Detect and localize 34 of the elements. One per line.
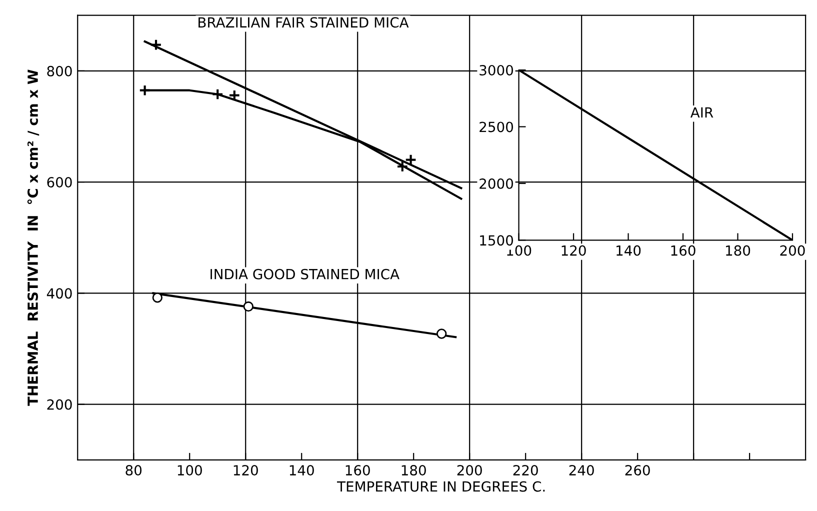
point: [212, 88, 224, 100]
text: BRAZILIAN FAIR STAINED MICA: [198, 17, 409, 28]
point: [243, 301, 254, 312]
x-tick-label: 200: [780, 245, 805, 256]
x-tick-label: 140: [616, 245, 641, 256]
y-tick-label: 1500: [480, 235, 514, 246]
x-tick-label: 240: [569, 465, 594, 476]
x-tick-label: 160: [346, 465, 370, 476]
y-tick-label: 400: [46, 288, 72, 299]
x-tick-label: 180: [726, 245, 750, 256]
x-tick-label: 180: [402, 465, 426, 476]
x-tick-label: 100: [178, 465, 202, 476]
y-tick-label: 600: [47, 177, 72, 188]
x-tick-label: 220: [513, 465, 538, 476]
x-tick-label: 200: [457, 465, 482, 476]
y-tick-label: 200: [47, 399, 72, 410]
series-label: INDIA GOOD STAINED MICA: [210, 268, 400, 280]
x-axis-title: TEMPERATURE IN DEGREES C.: [337, 481, 545, 492]
x-tick-label: 140: [290, 465, 314, 476]
x-tick-label: 160: [671, 245, 696, 256]
point: [150, 38, 162, 51]
y-tick-label: 2500: [480, 122, 514, 132]
x-tick-label: 120: [234, 465, 258, 476]
text: AIR: [690, 107, 714, 118]
x-tick-label: 120: [562, 245, 586, 256]
point: [152, 292, 162, 303]
y-tick-label: 2000: [480, 178, 514, 189]
y-tick-label: 3000: [480, 64, 514, 76]
point: [138, 84, 151, 96]
x-tick-label: 260: [625, 465, 650, 476]
point: [436, 328, 447, 339]
x-tick-label: 80: [126, 465, 142, 476]
y-axis-title: THERMAL RESTIVITY IN °C x cm² / cm x W: [27, 70, 40, 406]
y-tick-label: 800: [47, 66, 72, 76]
